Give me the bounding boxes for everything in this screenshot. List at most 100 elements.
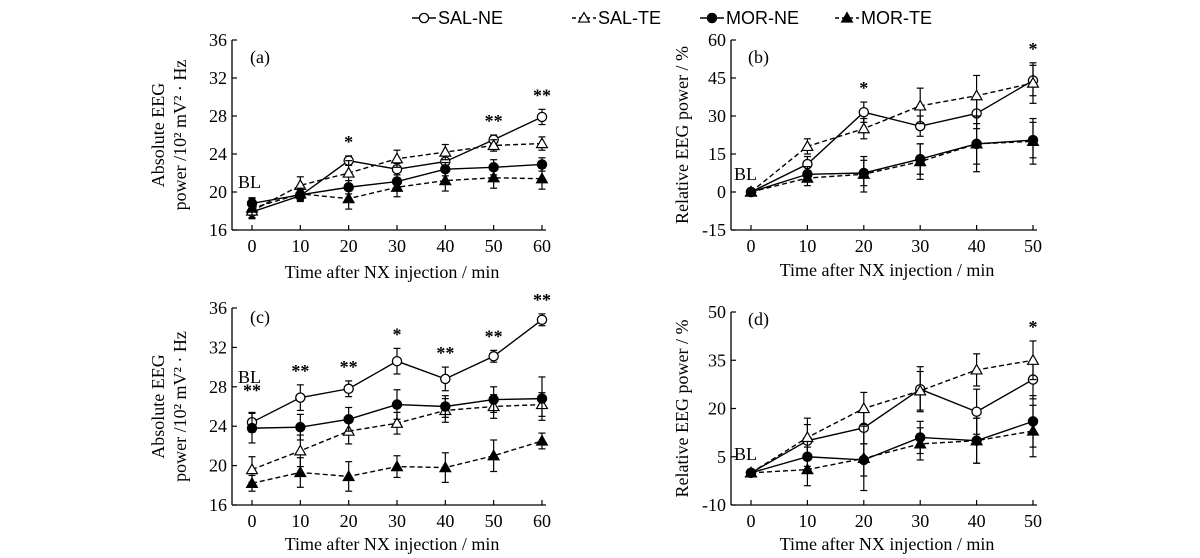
data-point-sal-te — [438, 145, 452, 157]
legend: SAL-NE SAL-TE MOR-NE MOR-TE — [412, 8, 932, 28]
data-point-mor-te — [970, 137, 984, 149]
data-point-mor-te — [293, 465, 307, 478]
series-mor-ne — [745, 121, 1039, 198]
significance-marker: * — [859, 78, 868, 98]
legend-item-sal-ne: SAL-NE — [412, 8, 503, 28]
series-mor-ne — [246, 376, 548, 444]
data-point-sal-te — [293, 444, 307, 456]
legend-marker — [418, 12, 430, 24]
series-line-sal-ne — [750, 378, 1034, 474]
data-point-mor-te — [438, 460, 452, 473]
data-point-sal-ne — [858, 106, 870, 118]
data-point-sal-ne — [971, 406, 982, 417]
data-point-mor-te — [342, 469, 356, 482]
y-tick-label: 20 — [708, 399, 726, 419]
data-point-mor-te — [1026, 134, 1040, 146]
legend-marker — [706, 12, 718, 24]
x-axis-title: Time after NX injection / min — [285, 262, 500, 282]
panel-a: 16 20 24 28 32 36 0 10 20 30 40 50 60 Time after NX i… — [148, 30, 551, 282]
baseline-label: BL — [734, 444, 757, 464]
significance-marker: * — [1029, 39, 1038, 59]
data-point-mor-te — [487, 449, 501, 461]
data-point-mor-te — [293, 187, 307, 199]
data-point-sal-te — [970, 363, 984, 375]
y-axis-title: Absolute EEG — [148, 354, 168, 458]
legend-item-sal-te: SAL-TE — [572, 8, 661, 28]
x-tick-label: 30 — [388, 511, 406, 531]
data-point-sal-te — [857, 122, 871, 134]
legend-item-mor-ne: MOR-NE — [700, 8, 799, 28]
data-point-sal-ne — [440, 373, 451, 385]
data-point-mor-te — [744, 185, 758, 197]
y-tick-label: 45 — [708, 68, 726, 88]
data-point-mor-te — [535, 172, 549, 184]
y-tick-label: 24 — [209, 144, 227, 164]
y-axis-title: Relative EEG power / % — [672, 320, 692, 498]
x-tick-label: 50 — [485, 511, 503, 531]
series-line-sal-te — [750, 359, 1034, 474]
data-point-mor-te — [390, 180, 404, 192]
legend-marker — [577, 11, 591, 23]
y-tick-label: 32 — [209, 337, 227, 357]
data-point-mor-ne — [246, 422, 258, 434]
data-point-mor-te — [1026, 424, 1040, 436]
y-tick-label: 30 — [708, 106, 726, 126]
y-tick-label: 24 — [209, 416, 227, 436]
legend-label: MOR-TE — [861, 8, 932, 28]
data-point-mor-ne — [391, 399, 403, 410]
x-tick-label: 20 — [340, 236, 358, 256]
data-point-mor-ne — [343, 414, 354, 425]
x-tick-label: 0 — [248, 511, 257, 531]
data-point-mor-te — [487, 171, 501, 183]
y-axis-title-line2: power /10² mV² · Hz — [170, 331, 190, 482]
x-tick-label: 40 — [436, 511, 454, 531]
series-sal-ne — [745, 359, 1039, 479]
data-point-sal-ne — [536, 111, 548, 123]
data-point-sal-te — [535, 136, 549, 149]
x-tick-label: 0 — [747, 236, 756, 256]
y-tick-label: -15 — [702, 220, 726, 240]
data-point-mor-te — [438, 173, 452, 186]
x-tick-label: 20 — [855, 511, 873, 531]
baseline-label: BL — [734, 164, 757, 184]
panel-label: (c) — [250, 307, 270, 328]
x-axis-title: Time after NX injection / min — [285, 534, 500, 554]
y-axis-title: Absolute EEG — [148, 83, 168, 187]
series-line-mor-ne — [750, 420, 1034, 474]
y-tick-label: -10 — [702, 495, 726, 515]
y-tick-label: 16 — [209, 495, 227, 515]
significance-marker: ** — [485, 326, 503, 346]
data-point-sal-te — [1026, 353, 1040, 365]
significance-marker: ** — [436, 343, 454, 363]
series-mor-te — [744, 115, 1040, 197]
series-line-mor-te — [750, 140, 1034, 193]
panel-label: (d) — [748, 309, 769, 330]
y-tick-label: 20 — [209, 182, 227, 202]
panel-label: (b) — [748, 47, 769, 68]
significance-marker: ** — [485, 111, 503, 131]
y-axis-title: Relative EEG power / % — [672, 46, 692, 224]
series-mor-te — [245, 166, 549, 220]
data-point-mor-te — [913, 437, 927, 449]
panel-b: -15 0 15 30 45 60 0 10 20 30 40 50 Time after NX inj… — [672, 30, 1042, 280]
x-tick-label: 0 — [747, 511, 756, 531]
x-tick-label: 50 — [1024, 236, 1042, 256]
y-tick-label: 5 — [717, 447, 726, 467]
data-point-mor-te — [800, 171, 814, 183]
x-tick-label: 30 — [911, 236, 929, 256]
y-tick-label: 0 — [717, 182, 726, 202]
series-mor-te — [245, 432, 549, 492]
y-tick-label: 60 — [708, 30, 726, 50]
data-point-sal-te — [913, 99, 927, 111]
data-point-mor-ne — [488, 394, 499, 405]
data-point-sal-te — [970, 89, 984, 101]
data-point-mor-te — [744, 466, 758, 478]
data-point-mor-te — [913, 154, 927, 167]
legend-item-mor-te: MOR-TE — [835, 8, 932, 28]
data-point-mor-te — [245, 201, 259, 213]
legend-label: MOR-NE — [726, 8, 799, 28]
x-tick-label: 10 — [291, 511, 309, 531]
legend-label: SAL-NE — [438, 8, 503, 28]
significance-marker: ** — [340, 357, 358, 377]
data-point-mor-te — [342, 192, 356, 204]
